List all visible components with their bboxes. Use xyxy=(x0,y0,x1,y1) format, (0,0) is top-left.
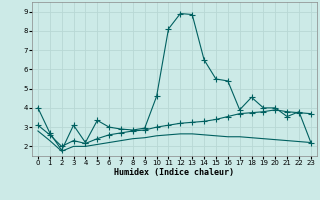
X-axis label: Humidex (Indice chaleur): Humidex (Indice chaleur) xyxy=(115,168,234,177)
